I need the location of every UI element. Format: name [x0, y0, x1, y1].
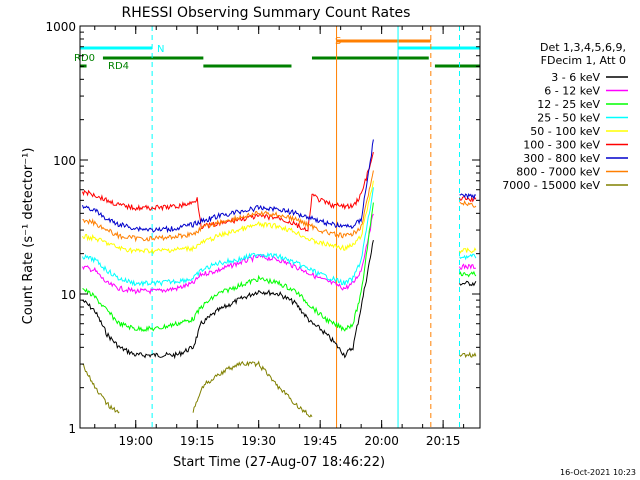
- series-line-3-0: [82, 187, 374, 288]
- series-lines: [82, 139, 477, 418]
- series-line-3-1: [459, 253, 477, 261]
- legend: Det 1,3,4,5,6,9,FDecim 1, Att 0 3 - 6 keV…: [502, 41, 628, 192]
- series-line-0-1: [459, 280, 477, 287]
- x-tick-label-0: 19:00: [118, 434, 153, 448]
- series-line-0-0: [82, 239, 374, 360]
- chart-title: RHESSI Observing Summary Count Rates: [122, 5, 411, 21]
- series-line-4-1: [459, 247, 477, 254]
- legend-label-5: 100 - 300 keV: [523, 139, 600, 152]
- state-bars: N RD0 RD4 S: [74, 36, 480, 72]
- y-tick-label-0: 1: [68, 422, 76, 436]
- legend-label-0: 3 - 6 keV: [551, 71, 600, 84]
- legend-label-6: 300 - 800 keV: [523, 152, 600, 165]
- y-tick-label-1: 10: [61, 288, 76, 302]
- axis-ticks: 19:00 19:15 19:30 19:45 20:00 20:15 1 10 100 1000: [45, 20, 480, 448]
- y-tick-label-3: 1000: [45, 20, 76, 34]
- annotation-n: N: [157, 44, 164, 55]
- series-line-8-2: [459, 351, 477, 359]
- plot-frame: [79, 25, 481, 429]
- x-tick-label-5: 20:15: [426, 434, 461, 448]
- x-tick-label-1: 19:15: [180, 434, 215, 448]
- series-line-7-0: [82, 170, 374, 243]
- y-tick-label-2: 100: [53, 154, 76, 168]
- legend-label-1: 6 - 12 keV: [544, 85, 600, 98]
- legend-header-1: FDecim 1, Att 0: [541, 54, 626, 67]
- x-axis-label: Start Time (27-Aug-07 18:46:22): [173, 455, 385, 470]
- annotation-rd4: RD4: [108, 61, 129, 72]
- annotation-rd0: RD0: [74, 53, 95, 64]
- legend-label-7: 800 - 7000 keV: [516, 166, 600, 179]
- series-line-7-1: [459, 199, 477, 208]
- series-line-5-0: [82, 151, 374, 232]
- series-line-1-0: [82, 213, 374, 295]
- x-tick-label-4: 20:00: [364, 434, 399, 448]
- legend-header-0: Det 1,3,4,5,6,9,: [540, 41, 626, 54]
- series-line-8-0: [82, 363, 120, 414]
- legend-label-3: 25 - 50 keV: [537, 112, 600, 125]
- series-line-4-0: [82, 180, 374, 255]
- y-axis-label: Count Rate (s⁻¹ detector⁻¹): [21, 148, 36, 325]
- annotation-s: S: [335, 36, 341, 47]
- legend-label-8: 7000 - 15000 keV: [502, 179, 600, 192]
- series-line-6-1: [459, 193, 477, 201]
- series-line-1-1: [459, 263, 476, 270]
- series-line-2-0: [82, 202, 374, 333]
- legend-label-4: 50 - 100 keV: [530, 125, 600, 138]
- series-line-2-1: [459, 270, 477, 278]
- footer-date: 16-Oct-2021 10:23: [560, 468, 636, 477]
- legend-label-2: 12 - 25 keV: [537, 98, 600, 111]
- x-tick-label-3: 19:45: [303, 434, 338, 448]
- series-line-8-1: [192, 360, 313, 418]
- x-tick-label-2: 19:30: [241, 434, 276, 448]
- series-line-6-0: [82, 139, 374, 234]
